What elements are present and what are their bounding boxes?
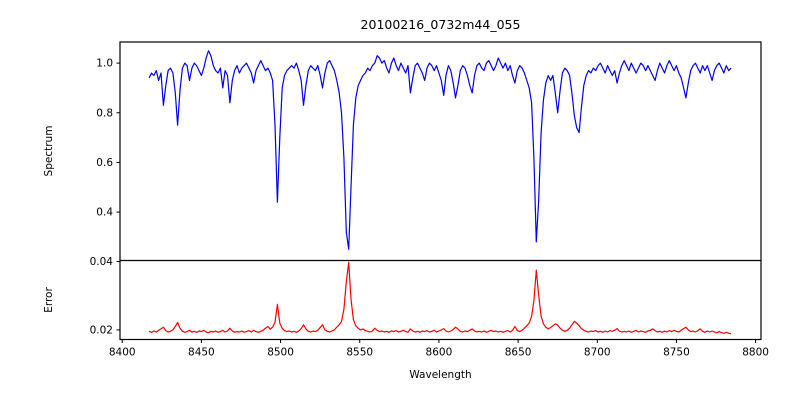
y-tick-label: 0.4 <box>96 207 113 219</box>
x-axis-label: Wavelength <box>409 369 471 381</box>
plot-area: 1.0 0.8 0.6 0.4 0.04 0.02 8400 8450 8500 8550 8600… <box>90 41 769 359</box>
y-tick-label: 0.6 <box>96 157 113 169</box>
y-tick-label: 0.8 <box>96 107 113 119</box>
x-tick-label: 8550 <box>346 347 373 359</box>
chart-title: 20100216_0732m44_055 <box>361 17 521 32</box>
y-tick-label: 0.02 <box>90 325 113 337</box>
x-tick-label: 8800 <box>742 347 769 359</box>
y-tick-label: 1.0 <box>96 58 113 70</box>
axes-frame <box>119 41 762 341</box>
y-tick-label: 0.04 <box>90 256 114 268</box>
x-tick-label: 8600 <box>426 347 453 359</box>
spectrum-y-axis-label: Spectrum <box>43 126 55 177</box>
x-tick-label: 8450 <box>188 347 215 359</box>
x-tick-label: 8500 <box>267 347 294 359</box>
error-y-axis-label: Error <box>43 287 55 313</box>
x-tick-label: 8700 <box>584 347 611 359</box>
x-tick-label: 8400 <box>109 347 136 359</box>
spectrum-line <box>148 50 732 250</box>
x-tick-label: 8750 <box>663 347 690 359</box>
x-tick-label: 8650 <box>505 347 532 359</box>
error-line <box>148 261 732 335</box>
